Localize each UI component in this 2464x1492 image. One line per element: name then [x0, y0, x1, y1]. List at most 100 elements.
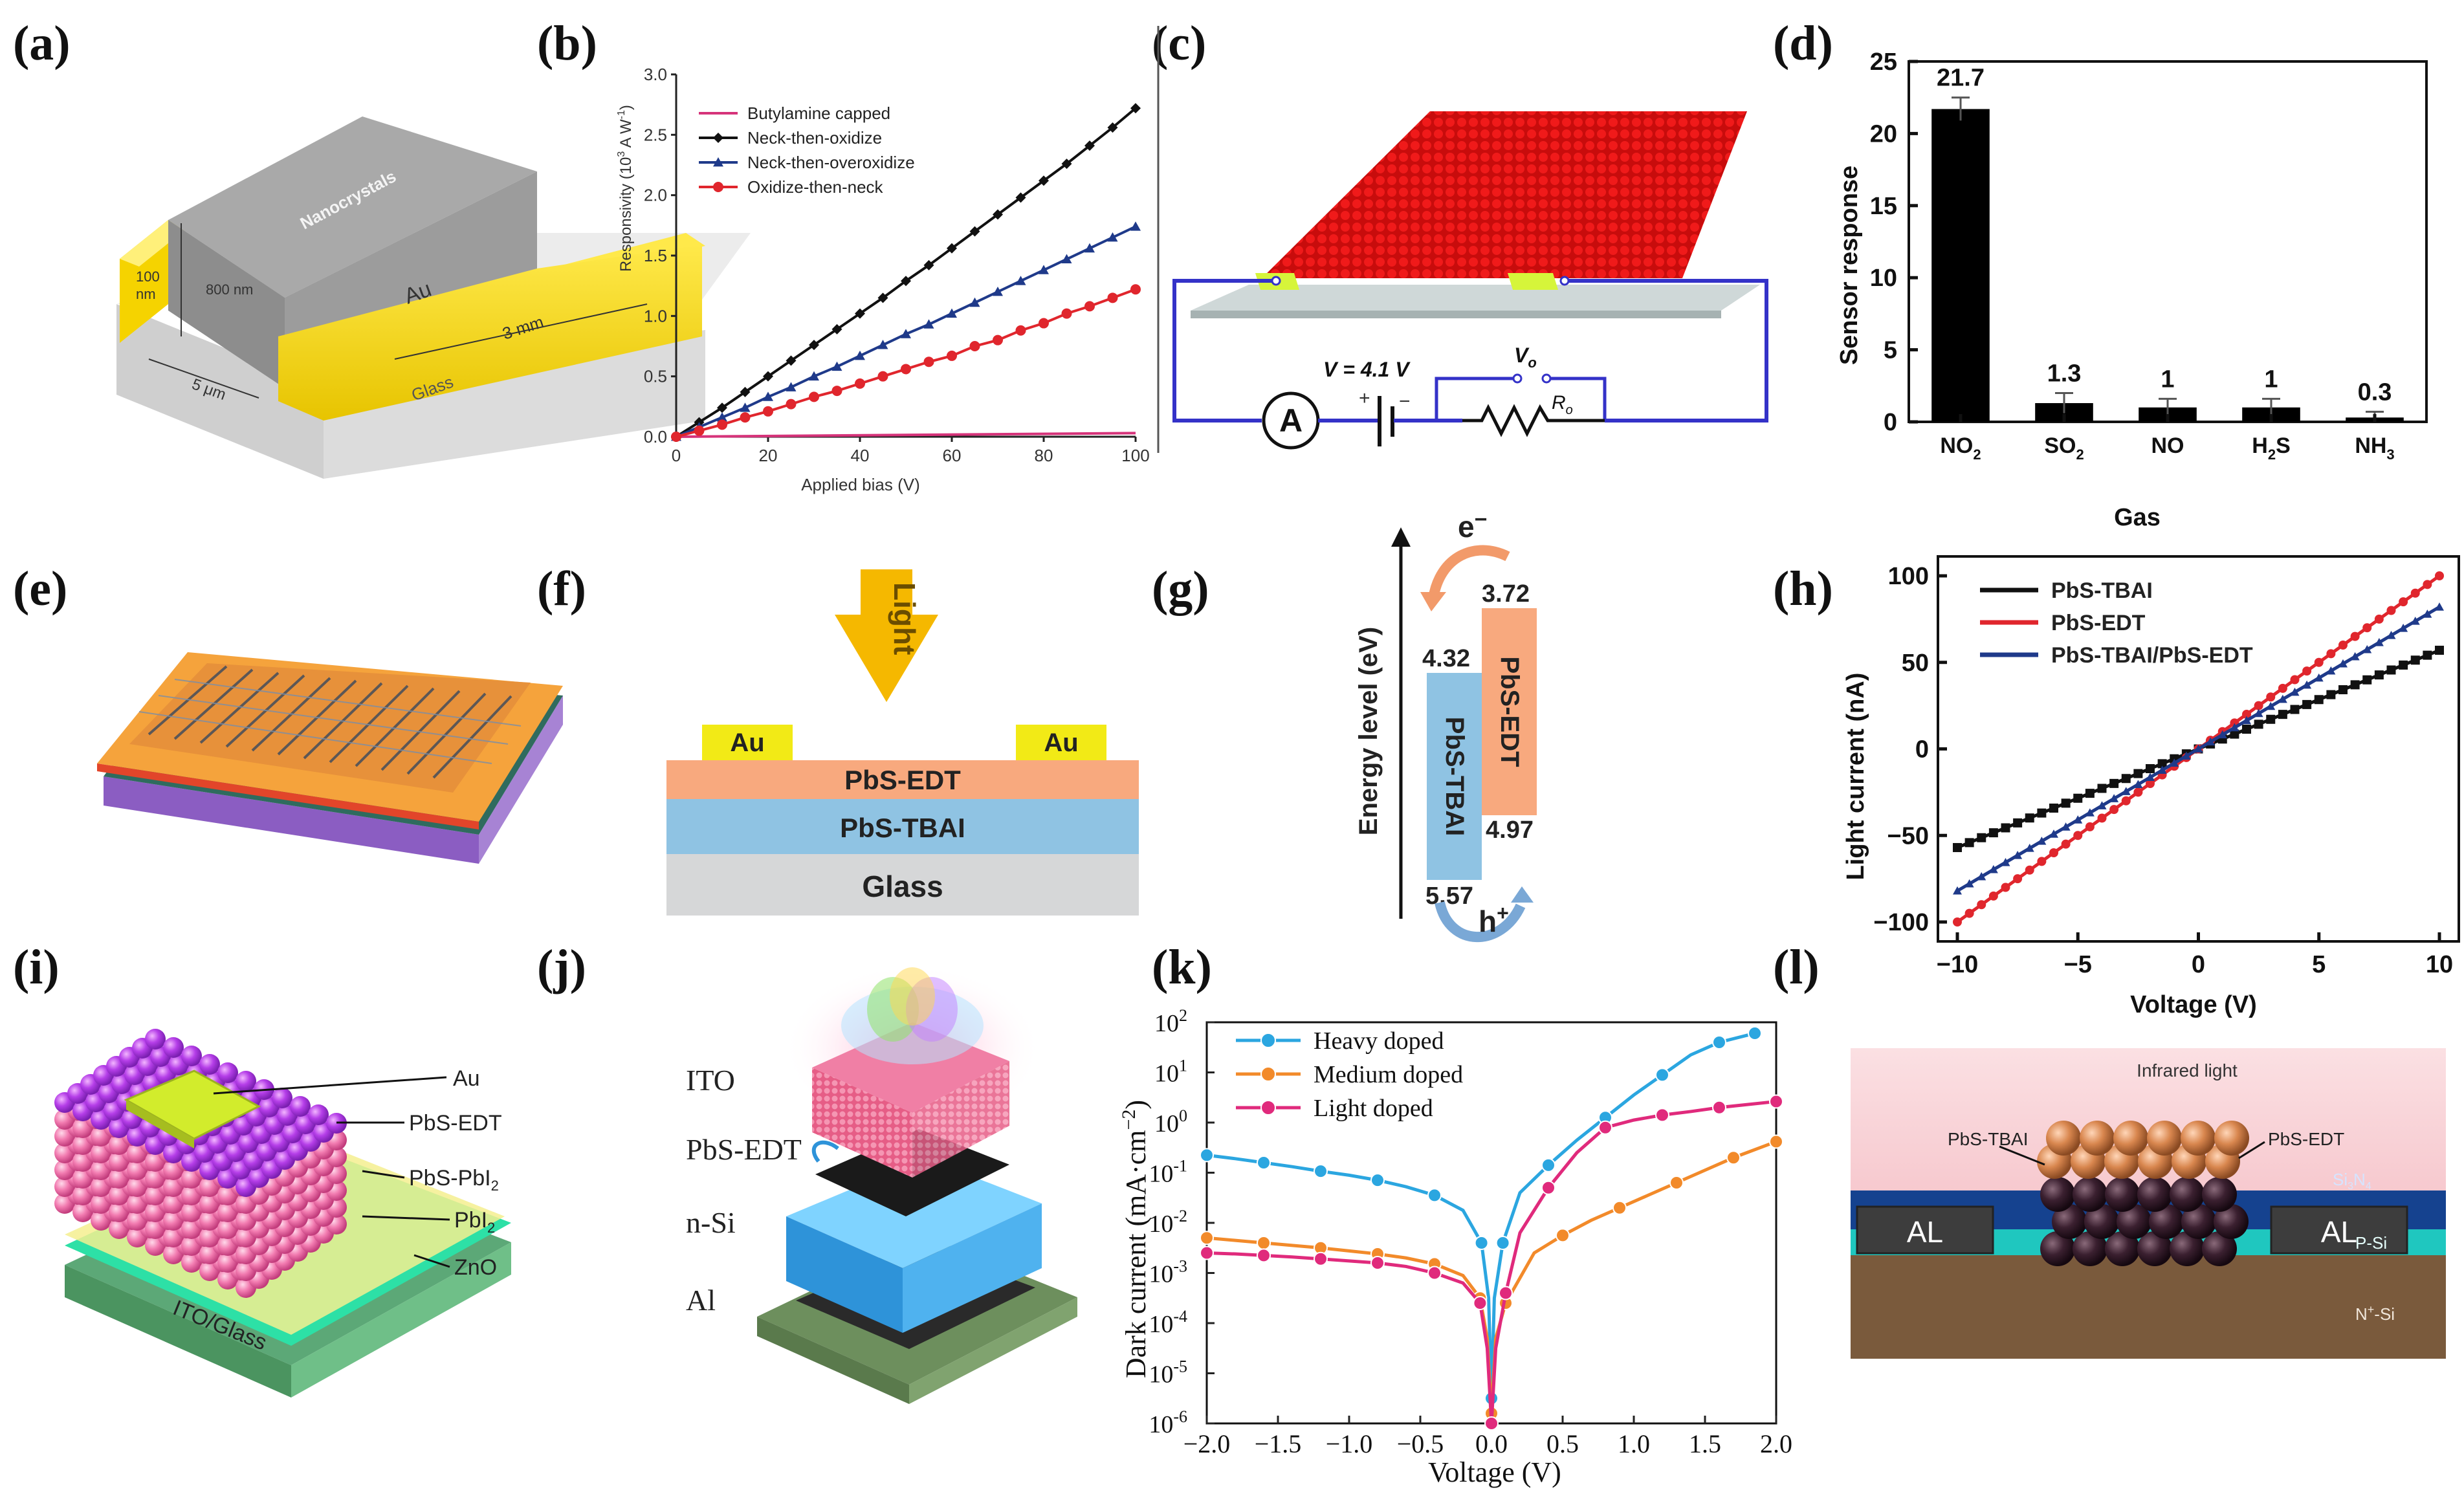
k-point: [1598, 1120, 1612, 1135]
nanowire-array: [129, 663, 531, 793]
l-dark-nanocrystal: [2181, 1204, 2216, 1239]
k-xtick-label: 1.0: [1618, 1429, 1650, 1458]
k-ytick-base: 10: [1149, 1161, 1173, 1188]
k-xtick-label: 2.0: [1760, 1429, 1792, 1458]
h-point: [2097, 784, 2107, 793]
h-point: [2121, 787, 2131, 795]
b-point: [1107, 122, 1118, 133]
pbs-front: [812, 1068, 912, 1178]
label-l: (l): [1773, 940, 1820, 994]
k-point: [1257, 1156, 1271, 1170]
b-point: [831, 386, 842, 397]
h-point: [2399, 597, 2408, 607]
nsi-layer: [1851, 1255, 2446, 1359]
d-value-label: 0.3: [2358, 378, 2392, 406]
k-ytick-label: 10-3: [1149, 1257, 1187, 1288]
h-point: [2085, 789, 2095, 798]
b-xtick-label: 100: [1121, 446, 1149, 465]
panel-f-stack: Light Au Au PbS-EDT PbS-TBAI Glass: [666, 569, 1139, 916]
b-point: [947, 308, 957, 318]
nanowire-highlights: [138, 679, 522, 764]
h-point: [2121, 774, 2131, 784]
h-point: [2242, 716, 2251, 725]
h-point: [2266, 714, 2276, 724]
b-point: [1130, 221, 1141, 231]
nsi-sup: +: [2368, 1303, 2375, 1316]
l-dark-nanocrystal: [2137, 1231, 2172, 1266]
b-point: [969, 297, 980, 307]
d-ylabel: Sensor response: [1836, 166, 1863, 365]
resistor: [1462, 404, 1605, 437]
b-ylabel: Responsivity (103 A W-1): [616, 105, 635, 272]
h-point: [2278, 683, 2287, 693]
k-legend-label: Medium doped: [1314, 1061, 1463, 1088]
h-point: [2061, 798, 2071, 808]
h-point: [2025, 844, 2034, 852]
h-point: [2423, 580, 2432, 589]
right-bottom-value: 4.97: [1486, 817, 1534, 844]
h-xtick-label: 5: [2312, 951, 2326, 978]
i-nanocrystal: [181, 1046, 202, 1066]
b-point: [1039, 265, 1049, 274]
k-ytick-exp: 2: [1179, 1006, 1187, 1025]
i-label-pbs-pbi2: PbS-PbI2: [409, 1166, 499, 1194]
k-ytick-label: 10-2: [1149, 1207, 1187, 1238]
d-ytick-label: 0: [1884, 409, 1897, 436]
j-label-ito: ITO: [686, 1064, 735, 1097]
pbs-side: [912, 1061, 1009, 1178]
h-xtick-label: 10: [2426, 951, 2453, 978]
k-ytick-exp: -5: [1173, 1357, 1187, 1376]
h-point: [2290, 687, 2300, 696]
b-xtick-label: 40: [851, 446, 870, 465]
h-point: [2266, 701, 2276, 710]
j-label-pbs-edt: PbS-EDT: [686, 1133, 802, 1166]
b-point: [717, 419, 727, 430]
k-xtick-label: −1.0: [1326, 1429, 1373, 1458]
d-ytick-label: 5: [1884, 337, 1897, 364]
j-label-nsi: n-Si: [686, 1206, 736, 1239]
h-point: [2350, 631, 2360, 641]
h-point: [2386, 665, 2396, 675]
panel-d-sensor-response-chart: Sensor response Gas 051015202521.7NO21.3…: [1836, 49, 2428, 531]
j-label-al: Al: [686, 1284, 716, 1317]
k-ytick-label: 10-1: [1149, 1157, 1187, 1188]
k-ylabel-main: Dark current (mA·cm: [1120, 1130, 1152, 1378]
k-point: [1726, 1150, 1741, 1165]
k-ylabel-end: ): [1120, 1100, 1152, 1110]
h-point: [2266, 692, 2276, 702]
label-c: (c): [1152, 16, 1206, 71]
k-ytick-base: 10: [1149, 1211, 1173, 1238]
l-dark-nanocrystal: [2170, 1231, 2205, 1266]
d-xtick-main: NH: [2355, 433, 2386, 458]
h-point: [2157, 765, 2167, 774]
label-k: (k): [1152, 940, 1212, 994]
b-point: [923, 259, 934, 270]
k-ytick-base: 10: [1154, 1110, 1179, 1137]
b-point: [993, 287, 1003, 296]
b-point: [740, 412, 751, 423]
tbai-block: [1427, 673, 1482, 880]
si3n4-label: Si3N4: [2333, 1170, 2371, 1192]
b-point: [901, 364, 911, 375]
h-point: [2049, 848, 2058, 857]
k-ytick-exp: -4: [1173, 1307, 1187, 1326]
h-point: [1977, 833, 1986, 842]
pbs-edt-layer: [666, 760, 1139, 799]
h-point: [2001, 857, 2010, 866]
b-point: [1084, 140, 1095, 151]
left-top-value: 4.32: [1422, 645, 1470, 672]
pbs-nanocrystal-stack: [54, 1029, 347, 1298]
k-ytick-label: 10-6: [1149, 1407, 1187, 1438]
h-point: [1964, 879, 1974, 888]
au-right-label: Au: [1044, 729, 1078, 757]
si3n4-d: 4: [2366, 1181, 2371, 1192]
h-point: [2133, 769, 2143, 778]
k-point: [1257, 1236, 1271, 1250]
k-point: [1499, 1286, 1513, 1300]
vo-main: V: [1514, 344, 1530, 367]
b-legend-label: Neck-then-overoxidize: [747, 153, 915, 172]
label-a: (a): [13, 16, 71, 71]
k-ytick-exp: 0: [1179, 1106, 1187, 1125]
h-point: [2109, 805, 2119, 815]
